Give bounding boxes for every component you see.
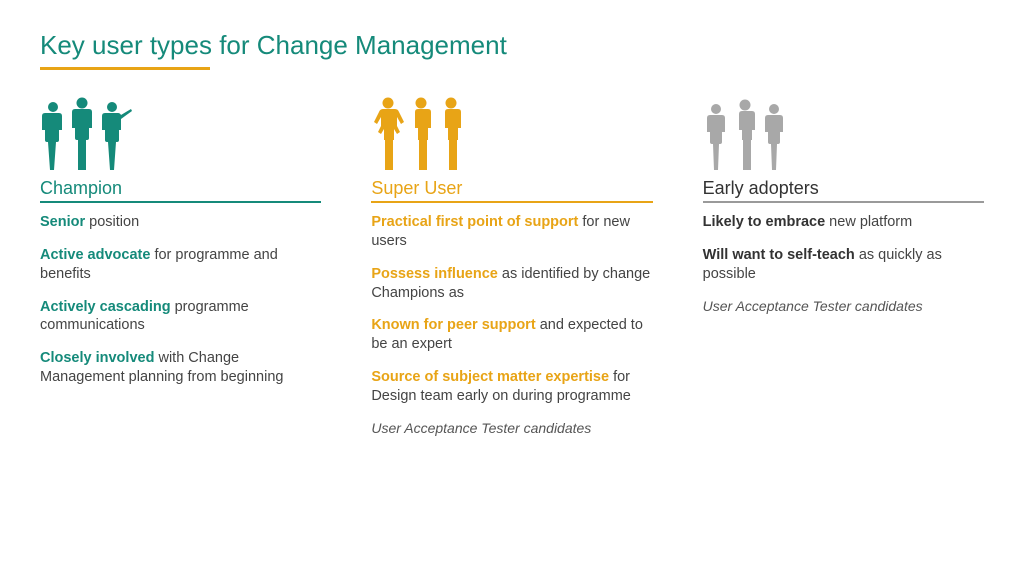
column-heading: Champion — [40, 178, 321, 203]
bullet-strong: Practical first point of support — [371, 214, 578, 230]
bullet: Likely to embrace new platform — [703, 213, 984, 232]
column-note: User Acceptance Tester candidates — [371, 420, 652, 436]
bullet-rest: position — [85, 214, 139, 230]
bullet-strong: Likely to embrace — [703, 214, 826, 230]
bullet: Actively cascading programme communicati… — [40, 298, 321, 336]
bullet: Active advocate for programme and benefi… — [40, 246, 321, 284]
person-icon — [761, 102, 787, 172]
early-adopters-people-icon — [703, 94, 984, 172]
person-icon — [731, 98, 759, 172]
bullet-strong: Senior — [40, 214, 85, 230]
bullet-rest: new platform — [825, 214, 912, 230]
bullet: Possess influence as identified by chang… — [371, 265, 652, 303]
bullet-strong: Closely involved — [40, 350, 154, 366]
bullet-strong: Will want to self-teach — [703, 247, 855, 263]
person-icon — [703, 102, 729, 172]
bullet: Source of subject matter expertise for D… — [371, 368, 652, 406]
person-icon — [407, 96, 435, 172]
bullet: Known for peer support and expected to b… — [371, 316, 652, 354]
bullet-strong: Possess influence — [371, 266, 498, 282]
bullet-strong: Source of subject matter expertise — [371, 369, 609, 385]
bullet-strong: Known for peer support — [371, 317, 535, 333]
column-heading: Super User — [371, 178, 652, 203]
columns-container: Champion Senior position Active advocate… — [40, 94, 984, 436]
person-gesture-icon — [98, 100, 132, 172]
bullet: Closely involved with Change Management … — [40, 349, 321, 387]
person-hands-hips-icon — [371, 96, 405, 172]
bullet-strong: Actively cascading — [40, 299, 171, 315]
person-icon — [437, 96, 465, 172]
person-icon — [68, 96, 96, 172]
column-super-user: Super User Practical first point of supp… — [371, 94, 652, 436]
super-user-people-icon — [371, 94, 652, 172]
person-icon — [40, 100, 66, 172]
bullet: Senior position — [40, 213, 321, 232]
title-underline — [40, 67, 210, 70]
bullet: Practical first point of support for new… — [371, 213, 652, 251]
bullet: Will want to self-teach as quickly as po… — [703, 246, 984, 284]
bullet-strong: Active advocate — [40, 247, 150, 263]
column-note: User Acceptance Tester candidates — [703, 298, 984, 314]
champion-people-icon — [40, 94, 321, 172]
column-champion: Champion Senior position Active advocate… — [40, 94, 321, 436]
column-early-adopters: Early adopters Likely to embrace new pla… — [703, 94, 984, 436]
column-heading: Early adopters — [703, 178, 984, 203]
page-title: Key user types for Change Management — [40, 30, 984, 61]
